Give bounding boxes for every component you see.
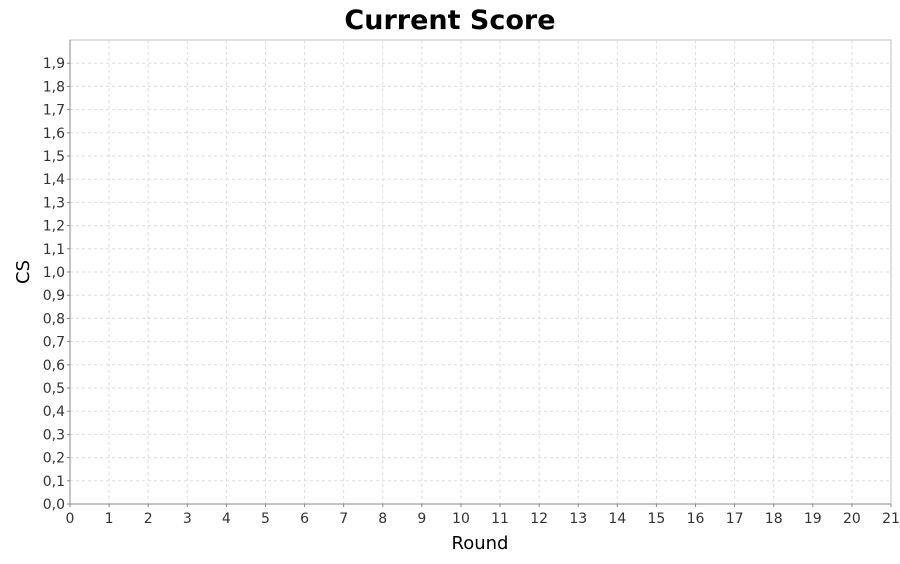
y-tick-label: 0,4 [43,404,65,420]
x-tick-label: 12 [530,511,548,527]
x-tick-label: 1 [105,511,114,527]
chart-title: Current Score [344,5,555,36]
x-tick-label: 17 [726,511,744,527]
y-tick-label: 1,7 [43,103,65,119]
y-tick-label: 1,9 [43,56,65,72]
x-tick-label: 19 [804,511,822,527]
y-tick-label: 0,6 [43,358,65,374]
x-tick-label: 0 [66,511,75,527]
x-tick-label: 21 [882,511,900,527]
y-tick-label: 1,4 [43,172,65,188]
y-tick-label: 0,8 [43,311,65,327]
y-tick-label: 1,1 [43,242,65,258]
x-tick-label: 2 [144,511,153,527]
y-tick-label: 0,1 [43,474,65,490]
x-axis-label: Round [452,533,509,554]
y-tick-label: 0,3 [43,427,65,443]
x-tick-label: 15 [648,511,666,527]
x-tick-label: 6 [300,511,309,527]
x-tick-label: 5 [261,511,270,527]
y-tick-label: 1,5 [43,149,65,165]
x-tick-label: 10 [452,511,470,527]
y-tick-label: 1,8 [43,79,65,95]
grid [70,40,891,504]
y-axis-label: CS [13,260,34,284]
y-tick-label: 0,5 [43,381,65,397]
x-tick-label: 11 [491,511,509,527]
y-tick-label: 0,0 [43,497,65,513]
y-tick-label: 1,6 [43,126,65,142]
tick-labels: 0 1 2 3 4 5 6 7 8 9 10 11 12 13 14 15 16 17 18 19 20 210,00,1… [43,56,900,527]
y-tick-label: 0,2 [43,451,65,467]
y-tick-label: 1,0 [43,265,65,281]
x-tick-label: 18 [765,511,783,527]
x-tick-label: 13 [569,511,587,527]
x-tick-label: 4 [222,511,231,527]
y-tick-label: 1,3 [43,195,65,211]
y-tick-label: 0,7 [43,335,65,351]
y-tick-label: 1,2 [43,219,65,235]
axes [67,40,892,507]
x-tick-label: 3 [183,511,192,527]
x-tick-label: 14 [608,511,626,527]
x-tick-label: 20 [843,511,861,527]
x-tick-label: 9 [417,511,426,527]
x-tick-label: 16 [687,511,705,527]
x-tick-label: 8 [378,511,387,527]
y-tick-label: 0,9 [43,288,65,304]
x-tick-label: 7 [339,511,348,527]
